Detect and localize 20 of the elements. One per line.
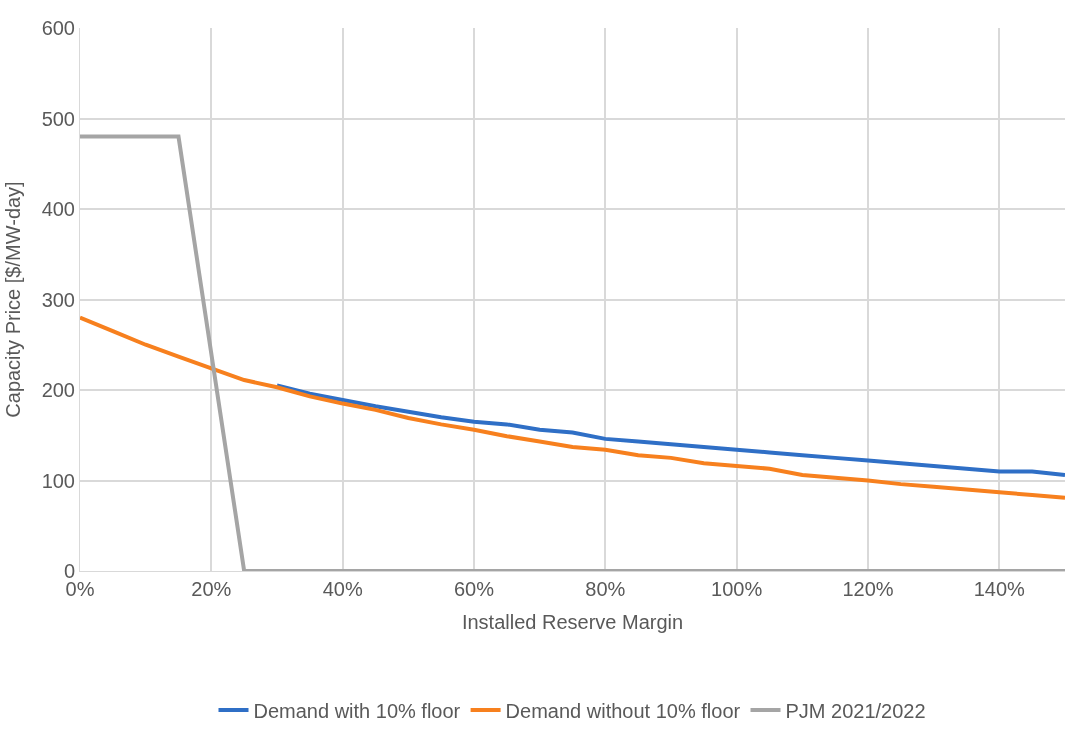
x-tick-label: 60% (453, 578, 495, 600)
y-tick-label: 100 (41, 469, 75, 492)
x-tick-label: 20% (191, 578, 232, 600)
line-series (275, 383, 1065, 478)
y-tick-label: 600 (41, 17, 75, 39)
y-axis-title: Capacity Price [$/MW-day] (2, 181, 25, 418)
x-axis-title: Installed Reserve Margin (461, 610, 684, 633)
x-tick-label: 100% (711, 578, 763, 600)
legend-label: Demand without 10% floor (505, 699, 741, 722)
x-tick-label: 80% (585, 578, 626, 600)
y-tick-label: 300 (41, 288, 75, 311)
line-series (80, 315, 1065, 500)
x-tick-label: 140% (973, 578, 1026, 600)
legend-label: PJM 2021/2022 (785, 699, 926, 722)
x-tick-label: 40% (322, 578, 363, 600)
y-tick-label: 400 (41, 198, 75, 220)
x-tick-label: 120% (842, 578, 894, 600)
legend-label: Demand with 10% floor (253, 699, 461, 722)
y-tick-label: 200 (41, 379, 75, 401)
y-tick-label: 500 (41, 107, 75, 130)
